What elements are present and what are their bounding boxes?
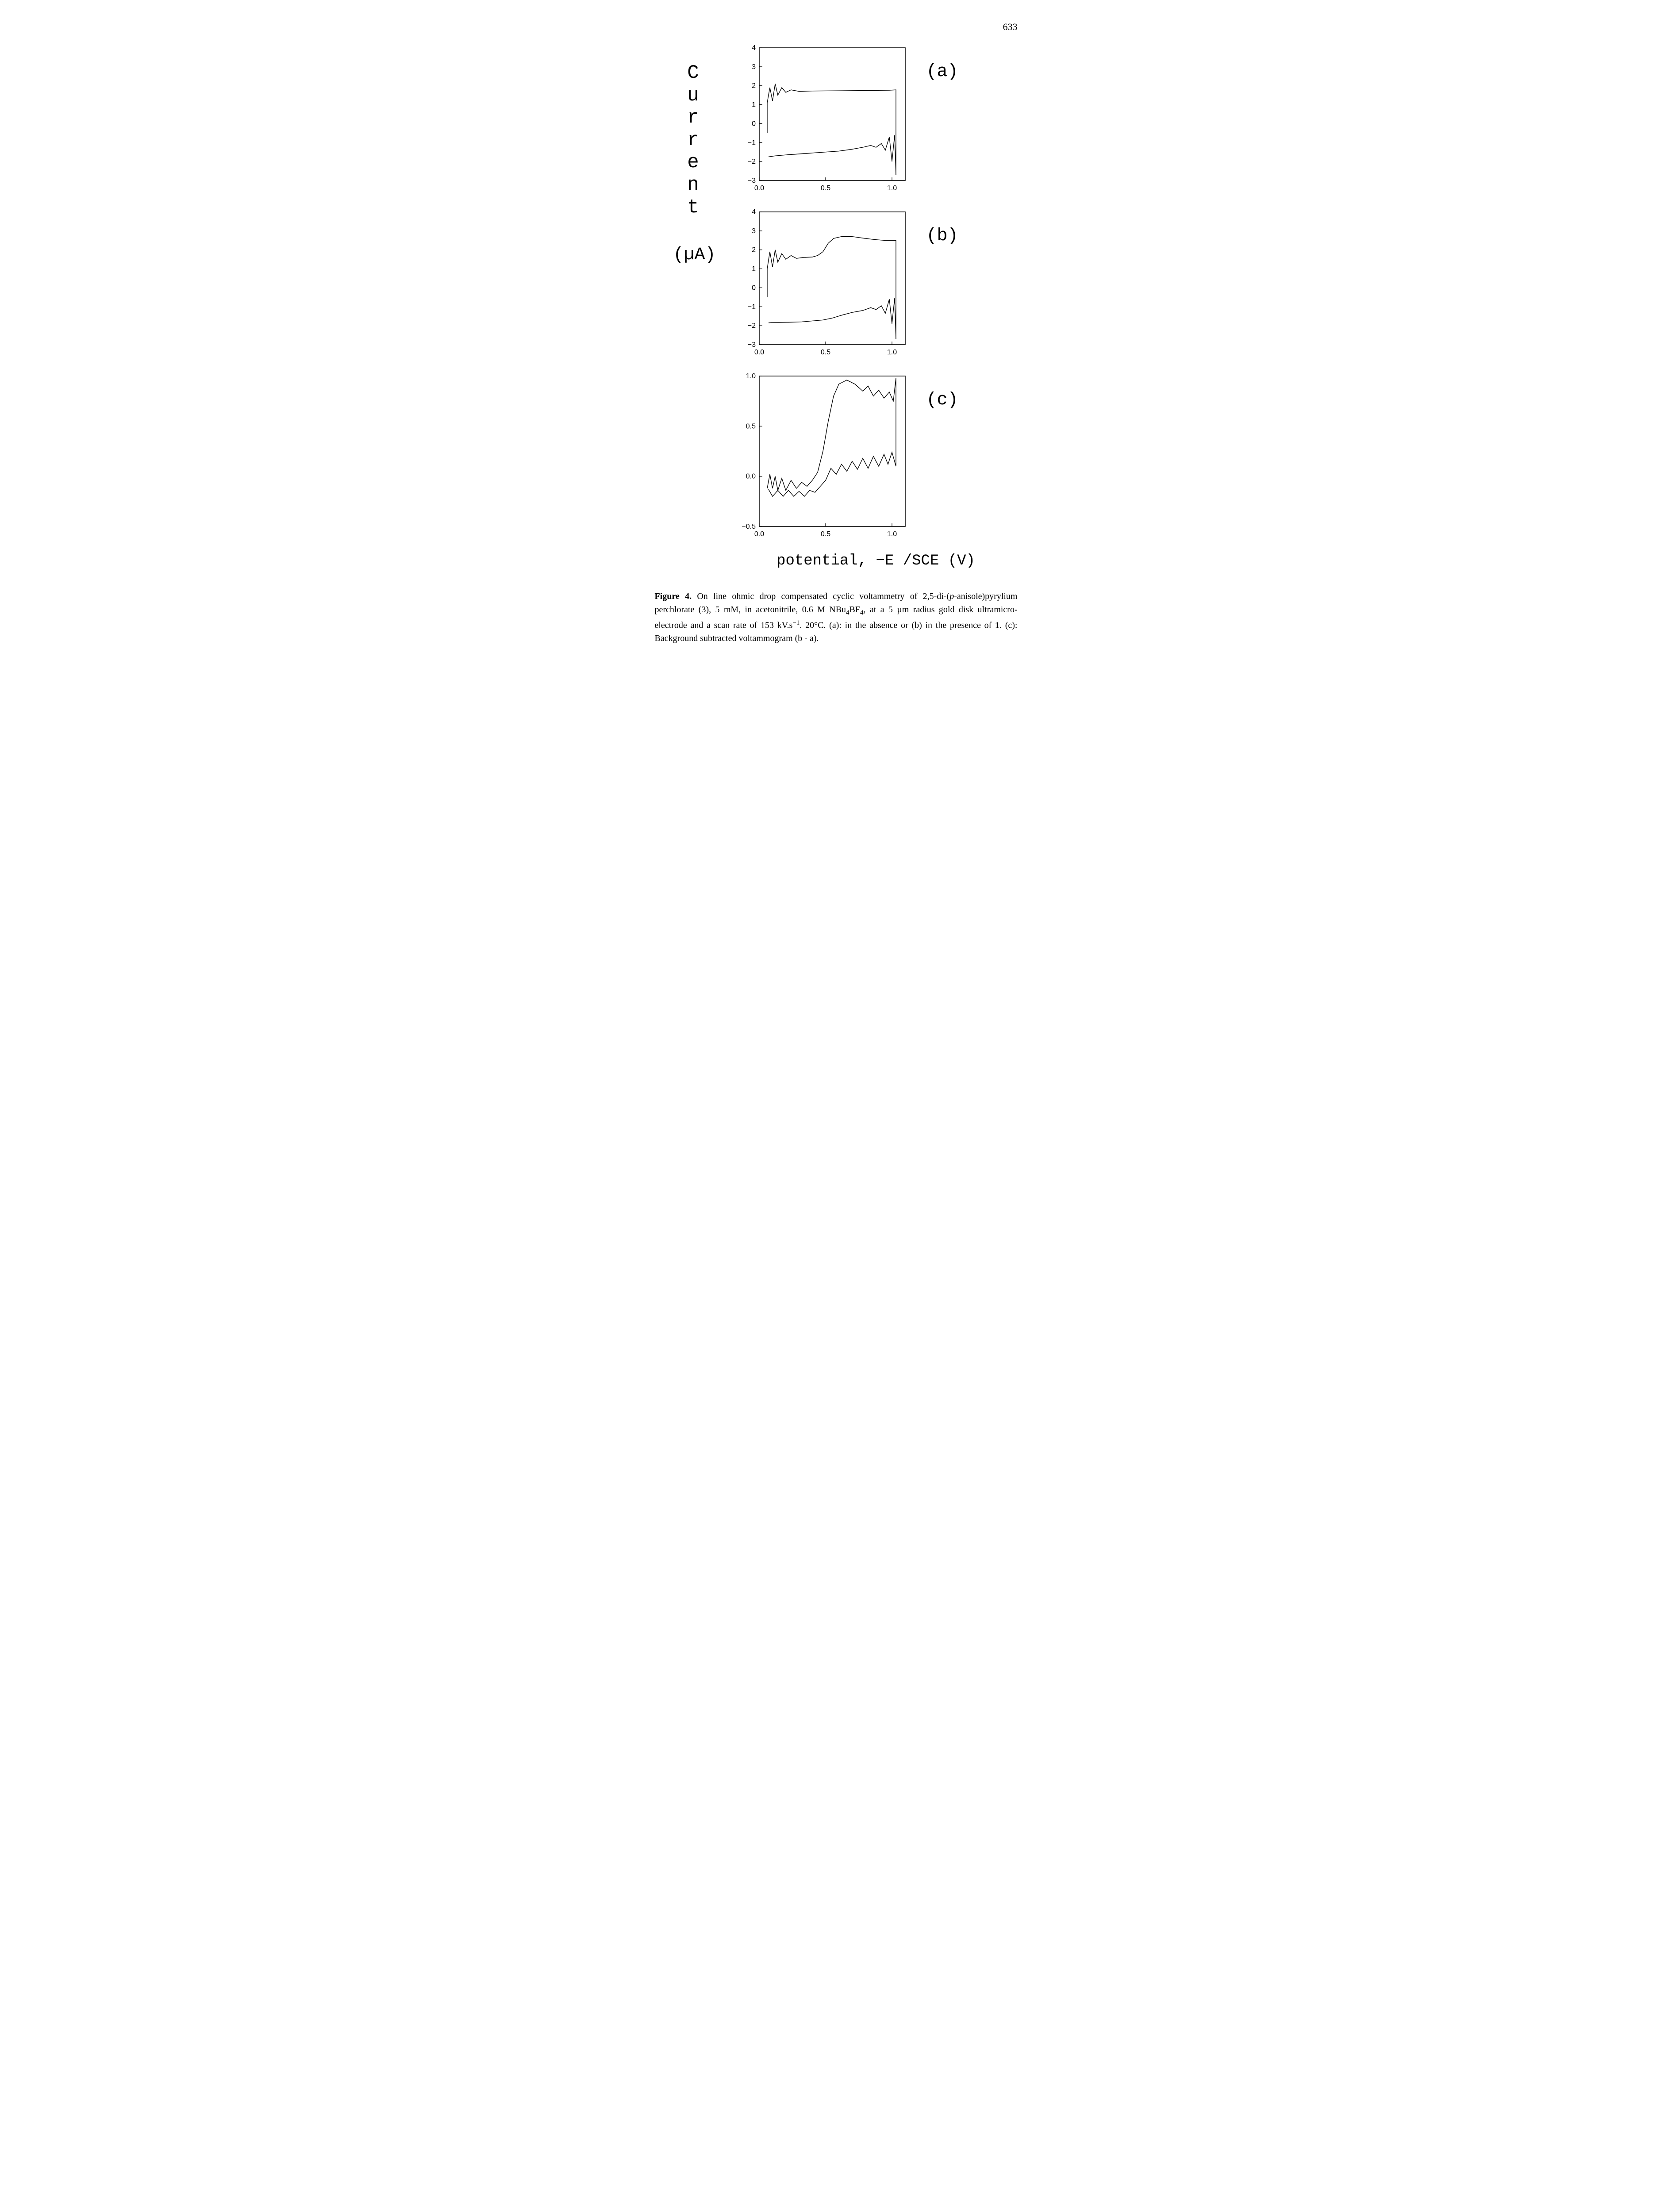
caption-emphasis: p xyxy=(949,591,954,601)
trace-line xyxy=(769,135,896,175)
trace-line xyxy=(769,452,896,496)
plot-row: −0.50.00.51.00.00.51.0(c) xyxy=(734,373,958,546)
page: 633 Current (µA) −3 −2 −1 0 1 2 3 4 0.0 0.5 1.0 (a)… xyxy=(619,0,1053,680)
x-tick-label: 0.5 xyxy=(820,349,830,356)
y-axis-label-letter: n xyxy=(687,174,701,196)
caption-superscript: −1 xyxy=(792,619,799,626)
caption-text: BF xyxy=(849,605,860,614)
y-tick-label: 1 xyxy=(752,101,756,109)
y-axis-label-letter: r xyxy=(687,107,701,129)
x-tick-label: 0.0 xyxy=(754,349,764,356)
y-tick-label: −3 xyxy=(747,341,755,349)
x-tick-label: 0.5 xyxy=(820,530,830,538)
y-tick-label: −1 xyxy=(747,303,755,311)
y-tick-label: −2 xyxy=(747,158,755,165)
trace-line xyxy=(767,378,896,491)
caption-subscript: 4 xyxy=(860,609,864,616)
caption-figure-label: Figure 4. xyxy=(655,591,692,601)
panel-label: (b) xyxy=(926,226,958,246)
y-tick-label: 4 xyxy=(752,208,756,216)
y-tick-label: 4 xyxy=(752,44,756,52)
y-tick-label: 0 xyxy=(752,284,756,292)
caption-bold: 1 xyxy=(995,620,999,630)
chart-panel: −3 −2 −1 0 1 2 3 4 0.0 0.5 1.0 xyxy=(734,208,909,362)
y-axis-unit: (µA) xyxy=(673,245,715,265)
y-axis-label-letter: t xyxy=(687,196,701,219)
plot-row: −3 −2 −1 0 1 2 3 4 0.0 0.5 1.0 (a) xyxy=(734,44,958,200)
chart-panel: −3 −2 −1 0 1 2 3 4 0.0 0.5 1.0 xyxy=(734,44,909,198)
plots-column: −3 −2 −1 0 1 2 3 4 0.0 0.5 1.0 (a) −3 −2 −1 0 1 2 3 4 0.0 0.5… xyxy=(734,44,958,546)
y-axis-label-letter: C xyxy=(687,62,701,84)
caption-subscript: 4 xyxy=(846,609,849,616)
trace-line xyxy=(769,298,896,339)
y-tick-label: −3 xyxy=(747,177,755,184)
caption-text: On line ohmic drop compensated cyclic vo… xyxy=(692,591,949,601)
x-axis-label: potential, −E /SCE (V) xyxy=(734,553,1018,569)
x-tick-label: 1.0 xyxy=(887,349,896,356)
y-tick-label: −1 xyxy=(747,139,755,146)
x-tick-label: 0.0 xyxy=(754,530,764,538)
x-tick-label: 0.5 xyxy=(820,184,830,192)
x-tick-label: 1.0 xyxy=(887,184,896,192)
y-axis-label-letter: r xyxy=(687,129,701,152)
x-tick-label: 0.0 xyxy=(754,184,764,192)
y-tick-label: 1 xyxy=(752,265,756,273)
figure-caption: Figure 4. On line ohmic drop compensated… xyxy=(655,590,1018,645)
page-number: 633 xyxy=(1003,21,1018,33)
y-tick-label: −0.5 xyxy=(742,523,756,530)
figure-wrapper: Current (µA) −3 −2 −1 0 1 2 3 4 0.0 0.5 1.0 (a) −3 −2… xyxy=(655,44,1018,546)
panel-label: (c) xyxy=(926,390,958,410)
caption-text: . 20°C. (a): in the absence or (b) in th… xyxy=(799,620,995,630)
plot-row: −3 −2 −1 0 1 2 3 4 0.0 0.5 1.0 (b) xyxy=(734,208,958,365)
y-tick-label: 2 xyxy=(752,82,756,90)
y-tick-label: 3 xyxy=(752,63,756,71)
y-axis-label-text: Current xyxy=(687,62,701,219)
y-tick-label: 3 xyxy=(752,227,756,235)
trace-line xyxy=(767,84,896,175)
x-tick-label: 1.0 xyxy=(887,530,896,538)
y-tick-label: 0 xyxy=(752,120,756,127)
plot-box: −3 −2 −1 0 1 2 3 4 0.0 0.5 1.0 xyxy=(734,44,909,200)
plot-box: −3 −2 −1 0 1 2 3 4 0.0 0.5 1.0 xyxy=(734,208,909,365)
plot-box: −0.50.00.51.00.00.51.0 xyxy=(734,373,909,546)
y-tick-label: 1.0 xyxy=(746,373,755,380)
y-tick-label: 2 xyxy=(752,246,756,254)
panel-label: (a) xyxy=(926,62,958,82)
y-tick-label: 0.5 xyxy=(746,422,755,430)
chart-panel: −0.50.00.51.00.00.51.0 xyxy=(734,373,909,544)
y-axis-label-column: Current (µA) xyxy=(655,44,734,265)
y-tick-label: −2 xyxy=(747,322,755,330)
trace-line xyxy=(767,237,896,339)
y-axis-label-letter: u xyxy=(687,84,701,107)
y-tick-label: 0.0 xyxy=(746,473,755,480)
y-axis-label-letter: e xyxy=(687,151,701,174)
